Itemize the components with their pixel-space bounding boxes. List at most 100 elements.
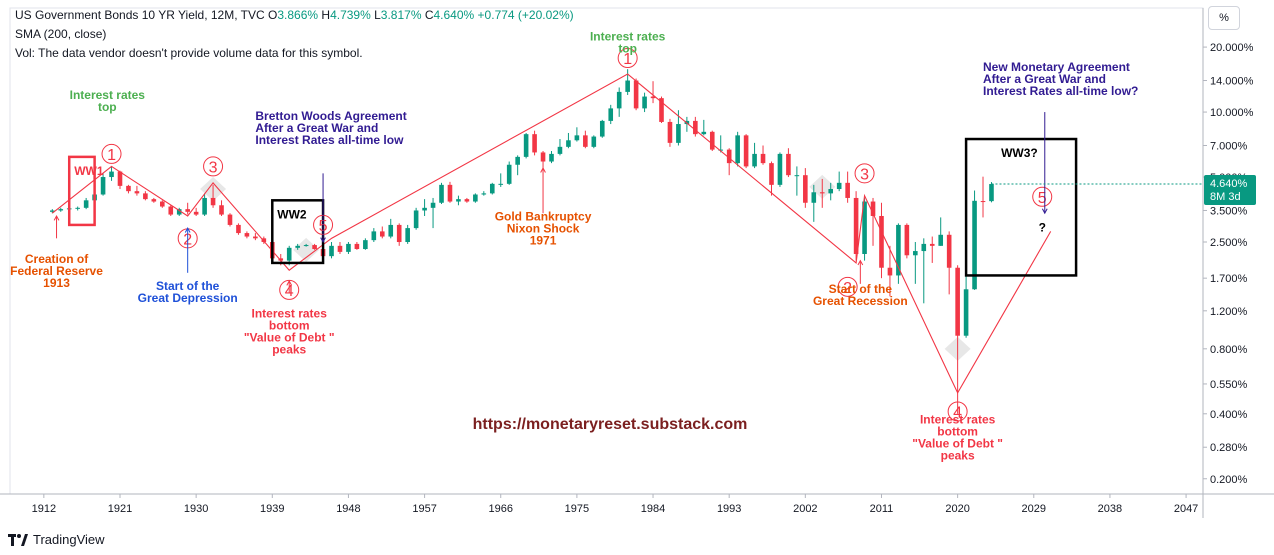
candle-body[interactable] [549,153,554,162]
candle-body[interactable] [236,224,241,234]
candle-body[interactable] [989,184,994,202]
symbol-title[interactable]: US Government Bonds 10 YR Yield, 12M, TV… [15,8,265,22]
candle-body[interactable] [286,247,292,261]
candle-body[interactable] [709,131,715,150]
event-box-ww1[interactable] [67,155,96,227]
last-price-tag[interactable] [1204,175,1256,206]
candle-body[interactable] [642,96,647,109]
candle-body[interactable] [295,245,300,248]
candle-body[interactable] [625,80,630,92]
candle-body[interactable] [168,206,174,215]
candle-body[interactable] [134,191,140,194]
candle-body[interactable] [100,177,106,195]
percent-scale-button[interactable]: % [1208,6,1240,30]
candle-body[interactable] [608,108,614,121]
candle-body[interactable] [794,175,800,177]
candle-body[interactable] [143,193,148,200]
candle-body[interactable] [726,149,732,164]
candle-body[interactable] [879,215,884,268]
candle-body[interactable] [312,245,317,250]
candle-body[interactable] [633,80,639,109]
candle-body[interactable] [202,197,207,215]
elliott-wave-line[interactable] [51,73,1052,395]
candle-body[interactable] [676,124,681,143]
candle-body[interactable] [337,245,343,252]
candle-body[interactable] [481,193,487,195]
candle-body[interactable] [963,289,969,336]
candle-body[interactable] [117,171,123,186]
candle-body[interactable] [151,199,157,202]
candle-body[interactable] [743,135,749,167]
candle-body[interactable] [896,224,901,276]
candle-body[interactable] [591,136,597,147]
candle-body[interactable] [219,205,224,215]
candle-body[interactable] [769,163,774,185]
candle-body[interactable] [659,98,664,122]
candle-body[interactable] [616,91,622,109]
candle-body[interactable] [439,184,444,203]
sma-indicator-label[interactable]: SMA (200, close) [15,27,107,41]
candle-body[interactable] [473,194,478,202]
candle-body[interactable] [489,183,495,194]
candle-body[interactable] [735,135,740,164]
candle-body[interactable] [405,228,410,243]
candle-body[interactable] [955,267,960,336]
candle-body[interactable] [447,184,453,202]
candle-body[interactable] [701,131,707,135]
candle-body[interactable] [464,199,470,202]
candle-body[interactable] [862,201,867,254]
candle-body[interactable] [980,201,986,203]
candle-body[interactable] [904,224,910,256]
candle-body[interactable] [760,153,766,164]
candle-body[interactable] [718,149,724,151]
candle-body[interactable] [193,211,199,215]
candle-body[interactable] [574,135,580,141]
candle-body[interactable] [363,240,368,250]
candle-body[interactable] [557,146,563,154]
candle-body[interactable] [58,209,64,211]
candle-body[interactable] [566,140,571,147]
candle-body[interactable] [413,210,419,229]
candle-body[interactable] [913,251,918,256]
candle-body[interactable] [532,134,537,153]
candle-body[interactable] [946,234,952,268]
candle-body[interactable] [379,231,385,237]
candle-body[interactable] [261,238,267,243]
candle-body[interactable] [354,243,360,250]
event-box-ww3[interactable] [964,137,1078,277]
candle-body[interactable] [126,185,131,192]
candle-body[interactable] [667,121,673,143]
candle-body[interactable] [75,207,80,209]
candle-body[interactable] [887,267,893,276]
candle-body[interactable] [921,243,927,252]
candle-body[interactable] [845,182,850,198]
candle-body[interactable] [430,202,436,208]
candle-body[interactable] [972,200,977,290]
candle-body[interactable] [650,96,656,99]
tradingview-logo[interactable]: TradingView [8,532,105,547]
candle-body[interactable] [159,201,165,207]
candle-body[interactable] [599,120,605,137]
candle-body[interactable] [456,199,461,202]
candle-body[interactable] [422,207,427,211]
candle-body[interactable] [388,224,394,237]
candle-body[interactable] [253,236,258,239]
candle-body[interactable] [210,197,216,206]
candle-body[interactable] [523,134,529,157]
candle-body[interactable] [853,197,859,254]
candle-body[interactable] [836,182,842,190]
candle-body[interactable] [329,245,334,257]
candle-body[interactable] [396,224,402,243]
candle-body[interactable] [540,152,546,162]
candle-body[interactable] [506,164,512,184]
candle-body[interactable] [185,209,190,212]
candle-body[interactable] [244,233,250,237]
candle-body[interactable] [929,243,935,246]
candle-body[interactable] [938,234,944,246]
candle-body[interactable] [83,200,89,208]
candle-body[interactable] [583,135,588,147]
candle-body[interactable] [176,209,182,215]
candle-body[interactable] [777,153,783,185]
candle-body[interactable] [109,171,114,178]
